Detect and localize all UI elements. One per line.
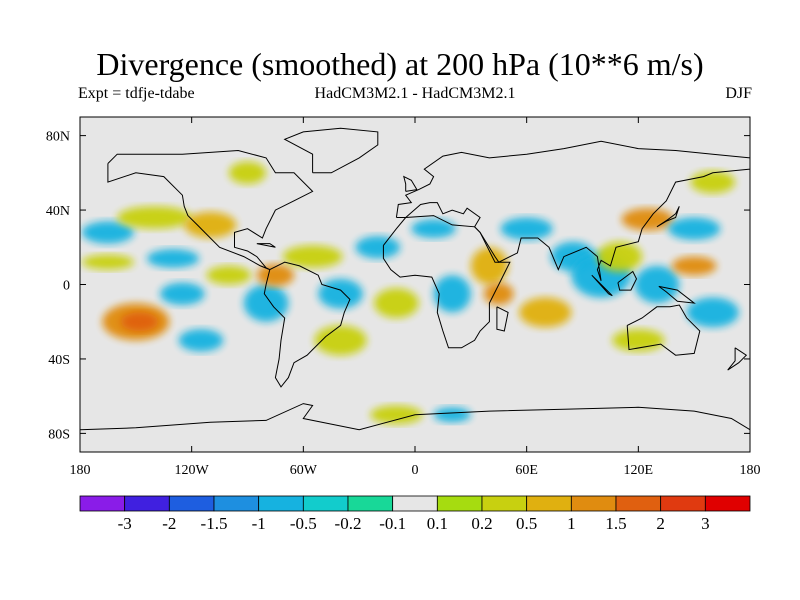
- field-blob: [519, 297, 572, 328]
- colorbar-swatch: [79, 495, 126, 512]
- colorbar-swatch: [168, 495, 215, 512]
- x-tick-label: 0: [412, 463, 419, 478]
- colorbar-label: -1.5: [201, 514, 228, 533]
- field-blob: [314, 325, 367, 356]
- colorbar-label: -2: [162, 514, 176, 533]
- coastline-africa: [382, 215, 511, 349]
- y-tick-label: 40S: [48, 353, 70, 368]
- model-label: HadCM3M2.1 - HadCM3M2.1: [314, 85, 516, 102]
- field-blob: [433, 275, 471, 313]
- field-blob: [621, 208, 674, 231]
- colorbar-label: 3: [701, 514, 710, 533]
- field-blob: [686, 297, 739, 328]
- colorbar-swatch: [302, 495, 349, 512]
- field-blob: [433, 407, 471, 423]
- field-blob: [483, 282, 514, 305]
- field-blob: [117, 206, 192, 229]
- y-tick-label: 0: [63, 279, 70, 294]
- y-tick-label: 80S: [48, 427, 70, 442]
- coastline-antarctica: [80, 403, 750, 431]
- colorbar-label: -1: [252, 514, 266, 533]
- y-tick-label: 40N: [46, 204, 70, 219]
- colorbar-swatch: [436, 495, 483, 512]
- field-blob: [374, 288, 419, 318]
- coastline-new-guinea: [658, 285, 696, 304]
- field-blob: [597, 241, 643, 272]
- coastline-japan: [656, 206, 680, 228]
- colorbar-label: -3: [118, 514, 132, 533]
- x-tick-label: 60E: [515, 463, 538, 478]
- field-blob: [243, 284, 289, 322]
- y-tick-label: 80N: [46, 130, 70, 145]
- field-blob: [318, 278, 363, 309]
- x-tick-label: 120W: [175, 463, 210, 478]
- field-blob: [120, 312, 159, 332]
- coastline-eurasia: [395, 140, 750, 281]
- coastline-madagascar: [496, 306, 509, 332]
- field-blob: [228, 161, 267, 184]
- chart-title: Divergence (smoothed) at 200 hPa (10**6 …: [96, 46, 704, 82]
- colorbar-label: 0.5: [516, 514, 537, 533]
- field-blob: [668, 217, 721, 240]
- colorbar-swatch: [124, 495, 170, 512]
- coastlines: [80, 127, 750, 431]
- field-blob: [370, 405, 423, 425]
- coastline-uk: [403, 175, 418, 192]
- colorbar-label: -0.5: [290, 514, 317, 533]
- colorbar-swatch: [615, 495, 662, 512]
- experiment-label: Expt = tdfje-tdabe: [78, 85, 195, 102]
- colorbar-swatch: [704, 495, 751, 512]
- colorbar-swatch: [660, 495, 706, 512]
- field-blob: [147, 249, 200, 268]
- field-blob: [470, 247, 509, 285]
- field-blob: [81, 221, 134, 244]
- colorbar-swatch: [258, 495, 304, 512]
- field-blob: [671, 256, 717, 276]
- colorbar-label: 1.5: [605, 514, 626, 533]
- field-blob: [184, 211, 237, 238]
- x-tick-label: 120E: [624, 463, 654, 478]
- x-tick-label: 180: [740, 463, 761, 478]
- colorbar-label: 0.1: [427, 514, 448, 533]
- coastline-south-america: [263, 261, 351, 388]
- x-tick-label: 60W: [290, 463, 318, 478]
- colorbar-label: 0.2: [471, 514, 492, 533]
- field-blob: [282, 245, 343, 268]
- field-blob: [178, 329, 224, 352]
- colorbar: -3 -2 -1.5 -1 -0.5 -0.2 -0.1 0.1 0.2 0.5 1 1.5 2 3: [79, 495, 751, 533]
- field-blob: [160, 282, 205, 305]
- colorbar-swatch: [347, 495, 394, 512]
- coastline-australia: [626, 304, 701, 356]
- coastline-new-zealand: [727, 347, 748, 371]
- coastline-north-america: [107, 149, 314, 271]
- colorbar-label: -0.1: [379, 514, 406, 533]
- field-blob: [81, 254, 134, 270]
- colorbar-swatch: [570, 495, 617, 512]
- field-blob: [256, 264, 295, 287]
- x-tick-label: 180: [70, 463, 91, 478]
- divergence-field: [81, 161, 739, 425]
- y-axis: 80N 40N 0 40S 80S: [46, 130, 750, 442]
- x-axis: 180 120W 60W 0 60E 120E 180: [70, 117, 761, 478]
- coastline-greenland: [283, 127, 379, 174]
- field-blob: [500, 217, 553, 240]
- field-blob: [355, 236, 401, 259]
- colorbar-swatch: [392, 495, 438, 512]
- coastline-borneo: [617, 270, 638, 291]
- colorbar-label: 1: [567, 514, 576, 533]
- colorbar-label: 2: [656, 514, 665, 533]
- season-label: DJF: [725, 85, 752, 102]
- field-blob: [411, 219, 456, 238]
- colorbar-swatch: [213, 495, 260, 512]
- colorbar-swatch: [526, 495, 572, 512]
- field-blob: [206, 265, 252, 285]
- colorbar-swatch: [481, 495, 528, 512]
- coastline-sumatra: [591, 274, 613, 297]
- colorbar-label: -0.2: [335, 514, 362, 533]
- coastline-cuba: [256, 243, 276, 248]
- field-blob: [690, 170, 736, 194]
